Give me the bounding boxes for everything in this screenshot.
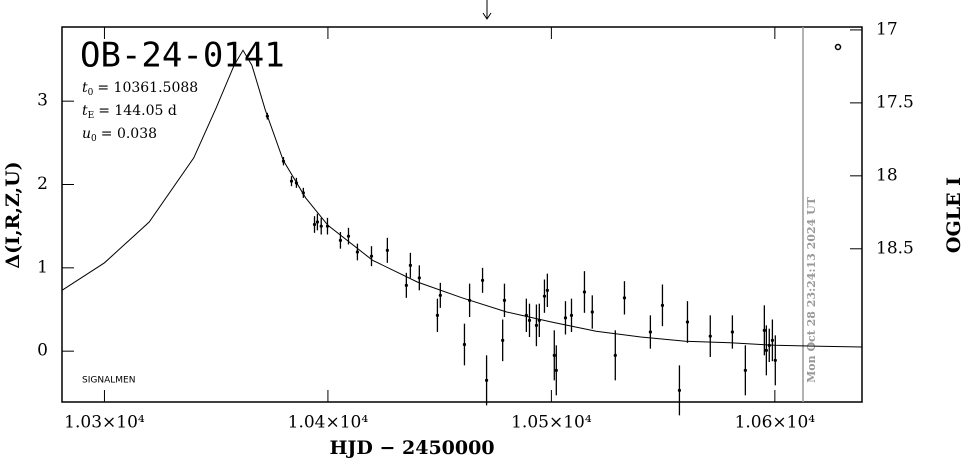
data-point	[730, 330, 734, 334]
y-axis-label: Δ(I,R,Z,U)	[2, 161, 24, 268]
model-curve	[61, 49, 863, 348]
param-text: = 0.038	[101, 126, 157, 142]
data-point	[569, 313, 574, 317]
x-tick-label: 1.03×10⁴	[64, 413, 145, 433]
data-point	[708, 334, 712, 338]
data-point	[369, 254, 374, 258]
data-point	[582, 290, 587, 294]
y2-axis-label: OGLE I	[943, 177, 965, 253]
timestamp: Mon Oct 28 23:24:13 2024 UT	[805, 196, 818, 383]
data-point	[542, 294, 547, 298]
data-point	[773, 358, 777, 362]
data-point	[315, 220, 320, 224]
y-tick-label: 1	[37, 257, 48, 277]
data-point	[289, 179, 294, 183]
x-tick-label: 1.06×10⁴	[735, 413, 816, 433]
data-point	[563, 316, 568, 320]
data-point	[527, 318, 532, 322]
y2-tick-label: 18	[876, 165, 898, 185]
data-point	[648, 330, 652, 334]
data-point	[545, 288, 549, 292]
data-point	[534, 323, 539, 327]
param-text: = 10361.5088	[97, 80, 198, 96]
data-point	[590, 310, 594, 314]
param: t0 = 10361.5088	[82, 80, 198, 98]
param-text: = 144.05 d	[98, 103, 177, 119]
chart-title: OB-24-0141	[80, 36, 285, 76]
data-point	[435, 313, 440, 317]
data-point	[502, 298, 507, 302]
y2-tick-label: 18.5	[876, 238, 914, 258]
param-symbol: t	[82, 80, 88, 96]
data-point	[552, 353, 556, 357]
x-axis-label: HJD − 2450000	[329, 437, 494, 459]
arrow-head	[482, 12, 492, 20]
param-subscript: 0	[88, 88, 94, 98]
data-point	[764, 348, 768, 352]
param: tE = 144.05 d	[82, 103, 177, 121]
param: u0 = 0.038	[82, 126, 157, 144]
y-tick-label: 3	[37, 91, 48, 111]
data-point	[743, 368, 747, 372]
data-point	[417, 276, 421, 280]
data-point	[762, 328, 766, 332]
y2-tick-label: 17.5	[876, 92, 914, 112]
data-point	[554, 368, 558, 372]
y-tick-label: 2	[37, 174, 48, 194]
data-point	[613, 353, 617, 357]
data-point	[501, 338, 505, 342]
param-subscript: 0	[91, 134, 97, 144]
y2-tick-label: 17	[876, 19, 898, 39]
data-point	[404, 283, 408, 287]
data-point	[770, 338, 774, 342]
y-tick-label: 0	[37, 341, 48, 361]
param-subscript: E	[88, 111, 95, 121]
data-point	[660, 303, 665, 307]
data-point	[408, 263, 412, 267]
data-point	[685, 320, 690, 324]
data-point	[438, 293, 442, 297]
data-point	[319, 224, 323, 228]
plot-frame	[61, 26, 863, 403]
data-point	[484, 378, 489, 382]
data-point	[312, 222, 317, 227]
marker-circle	[834, 43, 842, 51]
param-symbol: t	[82, 103, 88, 119]
data-point	[462, 342, 467, 347]
data-point	[622, 296, 627, 300]
x-tick-label: 1.04×10⁴	[288, 413, 369, 433]
data-point	[338, 238, 343, 242]
param-symbol: u	[82, 126, 91, 142]
data-point	[677, 388, 682, 392]
x-tick-label: 1.05×10⁴	[511, 413, 592, 433]
data-point	[480, 278, 485, 282]
data-point	[355, 250, 360, 254]
data-point	[346, 234, 351, 238]
data-point	[385, 248, 389, 252]
note: SIGNALMEN	[82, 376, 135, 386]
